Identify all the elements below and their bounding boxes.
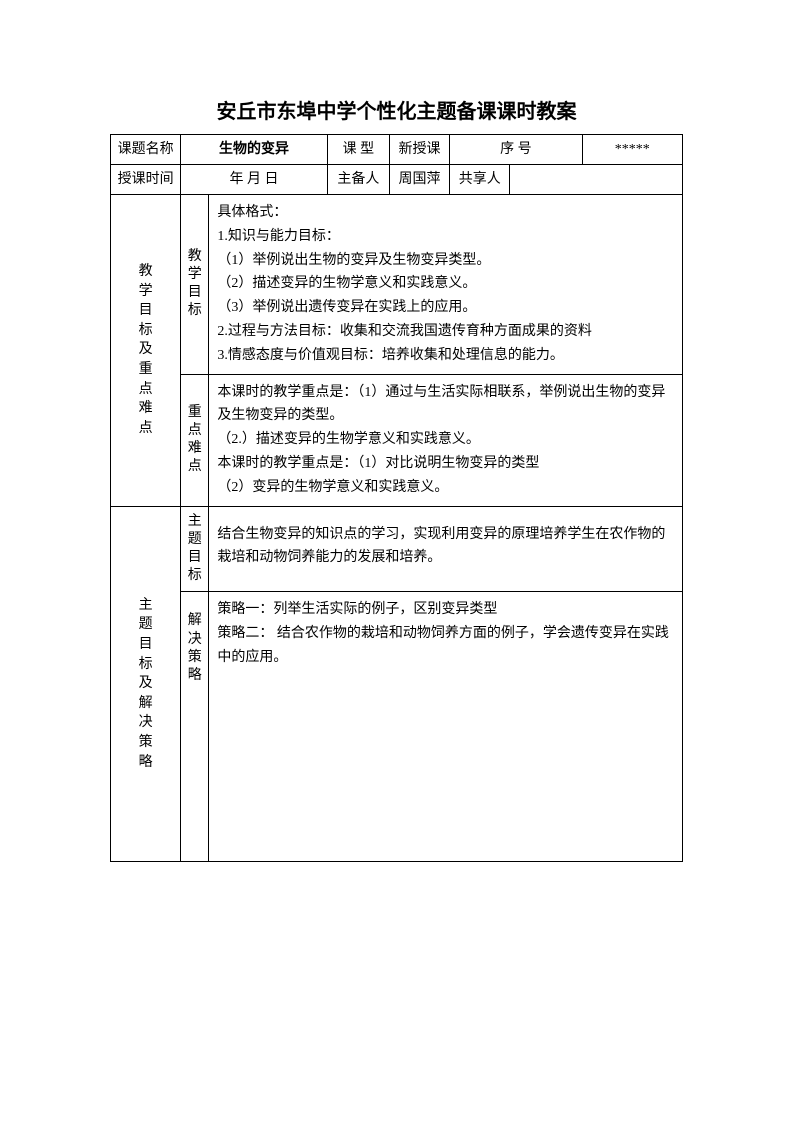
header-row-2: 授课时间 年 月 日 主备人 周国萍 共享人 xyxy=(111,165,683,195)
topic-name-label: 课题名称 xyxy=(111,135,181,165)
topic-goal-content: 结合生物变异的知识点的学习，实现利用变异的原理培养学生在农作物的栽培和动物饲养能… xyxy=(209,506,683,592)
teaching-goal-content: 具体格式： 1.知识与能力目标： （1）举例说出生物的变异及生物变异类型。 （2… xyxy=(209,195,683,375)
key-difficulty-label: 重点难点 xyxy=(181,374,209,506)
serial-label: 序 号 xyxy=(450,135,582,165)
section2-side-label: 主题目标及解决策略 xyxy=(111,506,181,862)
page-container: 安丘市东埠中学个性化主题备课课时教案 课题名称 生物的变异 课 型 新授课 序 … xyxy=(0,0,793,862)
teach-time-value: 年 月 日 xyxy=(181,165,328,195)
document-title: 安丘市东埠中学个性化主题备课课时教案 xyxy=(110,95,683,124)
main-preparer-value: 周国萍 xyxy=(389,165,449,195)
solution-strategy-content: 策略一：列举生活实际的例子，区别变异类型 策略二： 结合农作物的栽培和动物饲养方… xyxy=(209,592,683,862)
topic-goal-label: 主题目标 xyxy=(181,506,209,592)
topic-name-value: 生物的变异 xyxy=(181,135,328,165)
section1-side-label: 教学目标及重点难点 xyxy=(111,195,181,507)
class-type-value: 新授课 xyxy=(389,135,449,165)
teaching-goal-label: 教学目标 xyxy=(181,195,209,375)
sharer-label: 共享人 xyxy=(450,165,510,195)
section1-row2: 重点难点 本课时的教学重点是：（1）通过与生活实际相联系，举例说出生物的变异及生… xyxy=(111,374,683,506)
section2-row1: 主题目标及解决策略 主题目标 结合生物变异的知识点的学习，实现利用变异的原理培养… xyxy=(111,506,683,592)
header-row-1: 课题名称 生物的变异 课 型 新授课 序 号 ***** xyxy=(111,135,683,165)
solution-strategy-label: 解决策略 xyxy=(181,592,209,862)
key-difficulty-content: 本课时的教学重点是：（1）通过与生活实际相联系，举例说出生物的变异及生物变异的类… xyxy=(209,374,683,506)
main-preparer-label: 主备人 xyxy=(327,165,389,195)
teach-time-label: 授课时间 xyxy=(111,165,181,195)
section2-row2: 解决策略 策略一：列举生活实际的例子，区别变异类型 策略二： 结合农作物的栽培和… xyxy=(111,592,683,862)
lesson-plan-table: 课题名称 生物的变异 课 型 新授课 序 号 ***** 授课时间 年 月 日 … xyxy=(110,134,683,862)
serial-value: ***** xyxy=(582,135,682,165)
class-type-label: 课 型 xyxy=(327,135,389,165)
section1-row1: 教学目标及重点难点 教学目标 具体格式： 1.知识与能力目标： （1）举例说出生… xyxy=(111,195,683,375)
sharer-value xyxy=(510,165,683,195)
